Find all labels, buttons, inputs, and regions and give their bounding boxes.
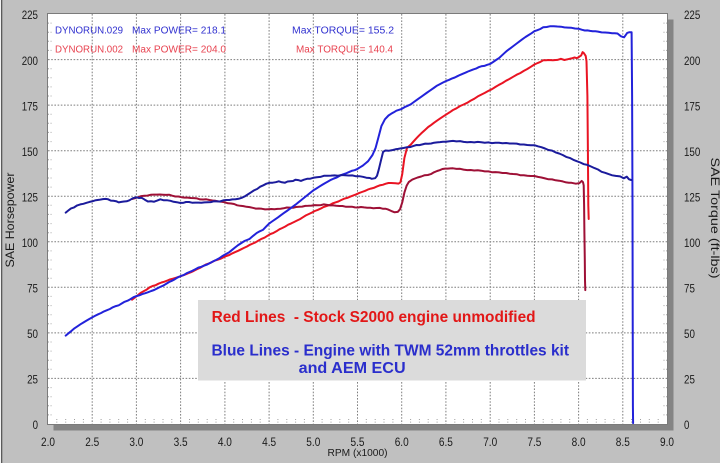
svg-text:0: 0 (33, 418, 39, 432)
svg-text:4.0: 4.0 (218, 435, 232, 449)
svg-text:SAE Horsepower: SAE Horsepower (3, 173, 17, 268)
svg-text:Red Lines - Stock S2000 engin: Red Lines - Stock S2000 engine unmodifie… (212, 309, 536, 326)
svg-text:Max TORQUE= 140.4: Max TORQUE= 140.4 (296, 44, 393, 55)
svg-text:50: 50 (27, 327, 38, 341)
svg-text:RPM (x1000): RPM (x1000) (328, 448, 388, 459)
svg-text:3.5: 3.5 (174, 435, 188, 449)
svg-text:6.0: 6.0 (395, 435, 409, 449)
svg-text:75: 75 (27, 282, 38, 296)
svg-text:7.0: 7.0 (483, 435, 497, 449)
svg-text:2.5: 2.5 (85, 435, 99, 449)
svg-text:125: 125 (22, 190, 39, 204)
svg-text:150: 150 (22, 145, 39, 159)
svg-text:50: 50 (684, 327, 695, 341)
svg-text:225: 225 (22, 8, 39, 22)
svg-text:0: 0 (684, 418, 690, 432)
svg-text:2.0: 2.0 (41, 435, 55, 449)
svg-text:4.5: 4.5 (262, 435, 276, 449)
svg-text:8.0: 8.0 (572, 435, 586, 449)
svg-text:9.0: 9.0 (660, 435, 674, 449)
svg-text:100: 100 (684, 236, 701, 250)
svg-text:Max POWER= 204.0: Max POWER= 204.0 (132, 44, 226, 55)
svg-text:100: 100 (22, 236, 39, 250)
svg-text:SAE Torque (ft-lbs): SAE Torque (ft-lbs) (708, 158, 720, 279)
svg-text:and AEM ECU: and AEM ECU (299, 360, 406, 377)
svg-text:200: 200 (684, 54, 701, 68)
svg-text:6.5: 6.5 (439, 435, 453, 449)
svg-text:175: 175 (684, 99, 701, 113)
svg-text:25: 25 (27, 373, 38, 387)
svg-text:75: 75 (684, 282, 695, 296)
svg-text:200: 200 (22, 54, 39, 68)
svg-text:DYNORUN.002: DYNORUN.002 (55, 44, 123, 55)
svg-text:DYNORUN.029: DYNORUN.029 (55, 26, 123, 37)
svg-text:8.5: 8.5 (616, 435, 630, 449)
svg-text:Max POWER= 218.1: Max POWER= 218.1 (132, 26, 226, 37)
svg-text:225: 225 (684, 8, 701, 22)
svg-text:3.0: 3.0 (129, 435, 143, 449)
svg-text:7.5: 7.5 (527, 435, 541, 449)
svg-text:Max TORQUE= 155.2: Max TORQUE= 155.2 (292, 26, 394, 37)
svg-text:5.0: 5.0 (306, 435, 320, 449)
svg-text:25: 25 (684, 373, 695, 387)
svg-text:5.5: 5.5 (351, 435, 365, 449)
svg-text:Blue Lines - Engine with TWM 5: Blue Lines - Engine with TWM 52mm thrott… (212, 342, 570, 359)
svg-text:125: 125 (684, 190, 701, 204)
svg-text:175: 175 (22, 99, 39, 113)
svg-text:150: 150 (684, 145, 701, 159)
